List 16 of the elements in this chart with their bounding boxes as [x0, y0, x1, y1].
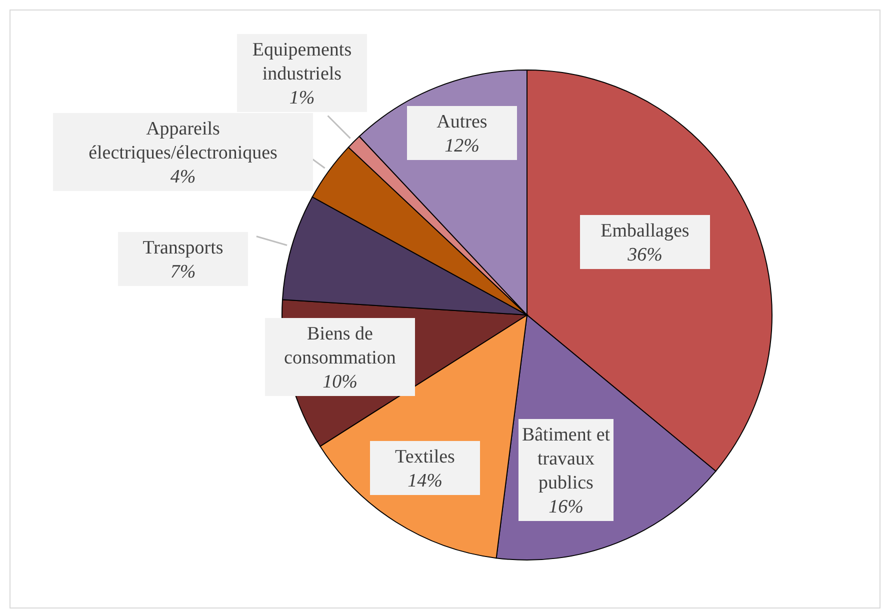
slice-label: Biens de consommation — [284, 324, 396, 369]
slice-label: Transports — [142, 238, 224, 259]
data-label: 36% — [626, 244, 662, 266]
data-label: 12% — [444, 136, 480, 157]
data-label: 1% — [289, 88, 315, 109]
slice-label: Textiles — [395, 446, 455, 468]
slice-label: Emballages — [600, 220, 690, 242]
slice-label: Equipements industriels — [252, 40, 352, 85]
slice-label: Bâtiment et travaux publics — [522, 424, 611, 494]
data-label: 16% — [548, 496, 584, 518]
data-label: 7% — [170, 262, 196, 283]
data-label: 14% — [408, 470, 442, 492]
slice-label: Autres — [436, 112, 488, 133]
slice-label: Appareils électriques/électroniques — [88, 118, 278, 164]
data-label: 4% — [170, 166, 196, 188]
data-label: 10% — [322, 372, 358, 393]
